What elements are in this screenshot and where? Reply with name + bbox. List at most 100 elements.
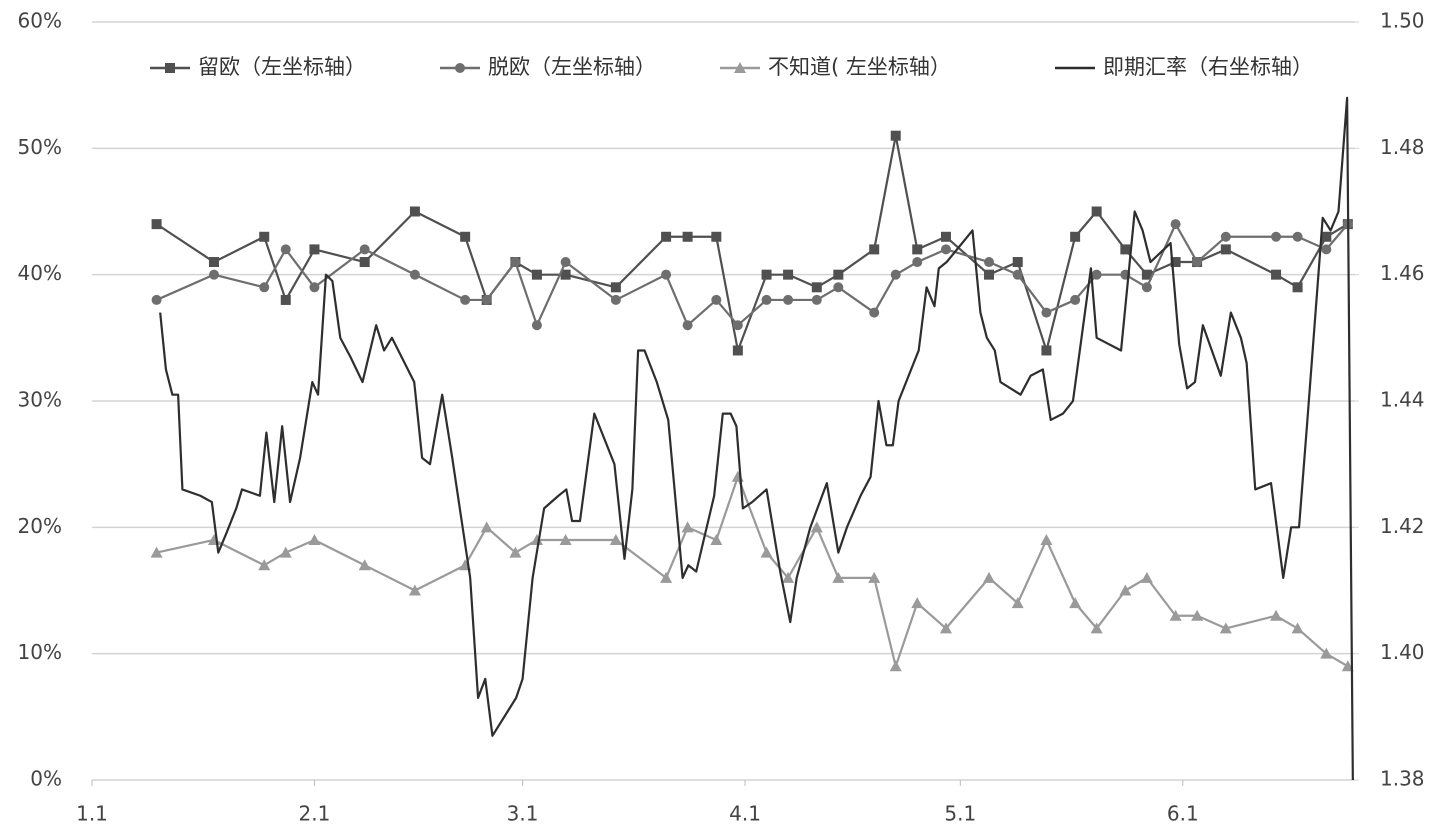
marker bbox=[359, 244, 370, 255]
marker bbox=[1291, 622, 1304, 634]
marker bbox=[610, 282, 621, 293]
legend-label: 不知道( 左坐标轴） bbox=[768, 55, 951, 79]
marker bbox=[732, 320, 743, 331]
marker bbox=[681, 521, 694, 533]
marker bbox=[1141, 269, 1152, 280]
y-tick-label: 10% bbox=[18, 640, 62, 664]
marker bbox=[890, 269, 901, 280]
marker bbox=[409, 206, 420, 217]
marker bbox=[732, 345, 743, 356]
x-tick-label: 3.1 bbox=[507, 802, 539, 826]
marker bbox=[940, 244, 951, 255]
y2-tick-label: 1.44 bbox=[1380, 388, 1425, 412]
marker bbox=[1070, 294, 1081, 305]
marker bbox=[408, 584, 421, 596]
marker bbox=[1271, 269, 1282, 280]
marker bbox=[309, 282, 320, 293]
marker bbox=[889, 660, 902, 672]
marker bbox=[984, 269, 995, 280]
marker bbox=[359, 257, 370, 268]
y2-tick-label: 1.48 bbox=[1380, 135, 1425, 159]
marker bbox=[1170, 219, 1181, 230]
marker bbox=[1271, 231, 1282, 242]
marker bbox=[761, 294, 772, 305]
marker bbox=[1040, 533, 1053, 545]
marker bbox=[1191, 609, 1204, 621]
marker bbox=[460, 231, 471, 242]
series-line bbox=[156, 475, 1349, 668]
marker bbox=[661, 269, 672, 280]
marker bbox=[1119, 584, 1132, 596]
marker bbox=[711, 231, 722, 242]
legend-label: 即期汇率（右坐标轴） bbox=[1103, 55, 1313, 79]
y2-tick-label: 1.38 bbox=[1380, 767, 1425, 791]
marker bbox=[782, 571, 795, 583]
marker bbox=[682, 320, 693, 331]
marker bbox=[1012, 269, 1023, 280]
marker bbox=[833, 269, 844, 280]
marker bbox=[940, 231, 951, 242]
y2-tick-label: 1.42 bbox=[1380, 514, 1425, 538]
marker bbox=[868, 571, 881, 583]
legend-marker bbox=[455, 63, 465, 73]
marker bbox=[1090, 622, 1103, 634]
marker bbox=[530, 533, 543, 545]
marker bbox=[1220, 244, 1231, 255]
x-tick-label: 1.1 bbox=[76, 802, 108, 826]
y-tick-label: 0% bbox=[30, 767, 62, 791]
marker bbox=[280, 244, 291, 255]
marker bbox=[308, 533, 321, 545]
marker bbox=[682, 231, 693, 242]
marker bbox=[258, 559, 271, 571]
y-tick-label: 20% bbox=[18, 514, 62, 538]
y2-tick-label: 1.46 bbox=[1380, 261, 1425, 285]
marker bbox=[208, 257, 219, 268]
marker bbox=[150, 546, 163, 558]
legend-label: 脱欧（左坐标轴） bbox=[488, 55, 656, 79]
marker bbox=[151, 219, 162, 230]
marker bbox=[208, 269, 219, 280]
marker bbox=[409, 269, 420, 280]
marker bbox=[460, 294, 471, 305]
marker bbox=[1169, 609, 1182, 621]
marker bbox=[939, 622, 952, 634]
marker bbox=[869, 307, 880, 318]
marker bbox=[1321, 231, 1332, 242]
marker bbox=[833, 282, 844, 293]
marker bbox=[1321, 244, 1332, 255]
y-tick-label: 40% bbox=[18, 261, 62, 285]
y-tick-label: 30% bbox=[18, 388, 62, 412]
marker bbox=[1220, 231, 1231, 242]
marker bbox=[783, 269, 794, 280]
x-tick-label: 4.1 bbox=[729, 802, 761, 826]
legend-label: 留欧（左坐标轴） bbox=[198, 55, 366, 79]
marker bbox=[358, 559, 371, 571]
marker bbox=[1069, 597, 1082, 609]
legend-marker bbox=[165, 63, 175, 73]
marker bbox=[1192, 257, 1203, 268]
marker bbox=[1170, 257, 1181, 268]
marker bbox=[531, 320, 542, 331]
y-tick-label: 60% bbox=[18, 9, 62, 33]
marker bbox=[1292, 231, 1303, 242]
marker bbox=[510, 257, 521, 268]
marker bbox=[1292, 282, 1303, 293]
marker bbox=[559, 533, 572, 545]
x-tick-label: 2.1 bbox=[299, 802, 331, 826]
marker bbox=[560, 257, 571, 268]
marker bbox=[711, 294, 722, 305]
marker bbox=[151, 294, 162, 305]
marker bbox=[1141, 282, 1152, 293]
legend-marker bbox=[734, 62, 746, 73]
marker bbox=[531, 269, 542, 280]
marker bbox=[1091, 269, 1102, 280]
marker bbox=[609, 533, 622, 545]
x-tick-label: 6.1 bbox=[1167, 802, 1199, 826]
marker bbox=[1140, 571, 1153, 583]
marker bbox=[309, 244, 320, 255]
marker bbox=[890, 130, 901, 141]
marker bbox=[1012, 257, 1023, 268]
marker bbox=[811, 282, 822, 293]
marker bbox=[279, 546, 292, 558]
